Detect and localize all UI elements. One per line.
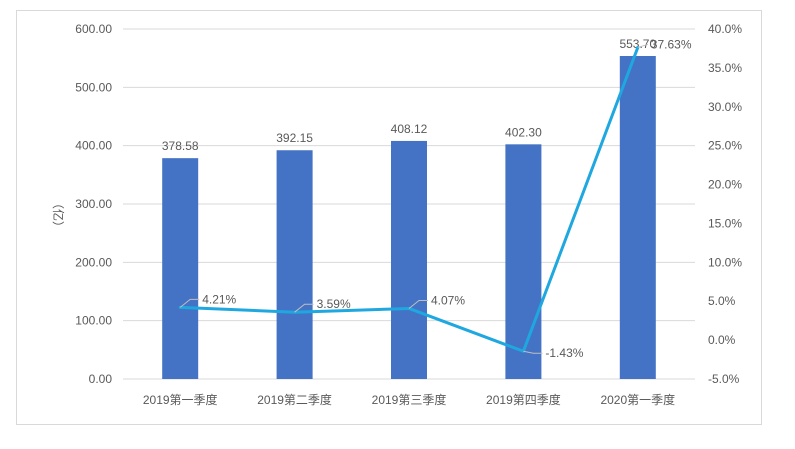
leader-line xyxy=(637,43,648,48)
y2-tick-label: 10.0% xyxy=(708,255,742,269)
bar-data-label: 408.12 xyxy=(391,122,428,136)
y-axis-label: （亿） xyxy=(51,197,66,233)
y2-tick-label: 15.0% xyxy=(708,216,742,230)
bar xyxy=(162,158,199,379)
line-data-label: 4.07% xyxy=(431,293,465,307)
bar xyxy=(391,140,427,379)
x-tick-label: 2019第二季度 xyxy=(257,392,332,407)
y-tick-label: 500.00 xyxy=(75,80,112,94)
bar xyxy=(505,144,542,379)
y2-tick-label: 40.0% xyxy=(708,22,742,36)
line-data-label: 4.21% xyxy=(202,292,236,306)
leader-line xyxy=(408,299,428,309)
y2-tick-label: -5.0% xyxy=(708,372,740,386)
x-tick-label: 2019第一季度 xyxy=(143,392,218,407)
y2-tick-label: 0.0% xyxy=(708,333,736,347)
bar xyxy=(619,56,656,380)
chart-frame xyxy=(16,10,762,425)
line-data-label: 37.63% xyxy=(651,37,692,51)
y2-tick-label: 35.0% xyxy=(708,61,742,75)
bar-data-label: 378.58 xyxy=(162,139,199,153)
leader-line xyxy=(294,303,314,313)
y-tick-label: 300.00 xyxy=(75,197,112,211)
x-tick-label: 2020第一季度 xyxy=(600,392,675,407)
y-tick-label: 100.00 xyxy=(75,314,112,328)
bar-data-label: 392.15 xyxy=(276,131,313,145)
y2-tick-label: 20.0% xyxy=(708,178,742,192)
x-tick-label: 2019第三季度 xyxy=(372,392,447,407)
y-tick-label: 600.00 xyxy=(75,22,112,36)
y-tick-label: 400.00 xyxy=(75,139,112,153)
bar-data-label: 553.70 xyxy=(619,37,656,51)
leader-line xyxy=(523,350,543,354)
line-data-label: -1.43% xyxy=(545,346,583,360)
line-data-label: 3.59% xyxy=(317,297,351,311)
y2-tick-label: 5.0% xyxy=(708,294,736,308)
y-tick-label: 0.00 xyxy=(89,372,113,386)
y2-tick-label: 25.0% xyxy=(708,139,742,153)
bar-data-label: 402.30 xyxy=(505,125,542,139)
y-tick-label: 200.00 xyxy=(75,255,112,269)
leader-line xyxy=(179,298,200,308)
bar xyxy=(276,150,313,379)
y2-tick-label: 30.0% xyxy=(708,100,742,114)
x-tick-label: 2019第四季度 xyxy=(486,392,561,407)
